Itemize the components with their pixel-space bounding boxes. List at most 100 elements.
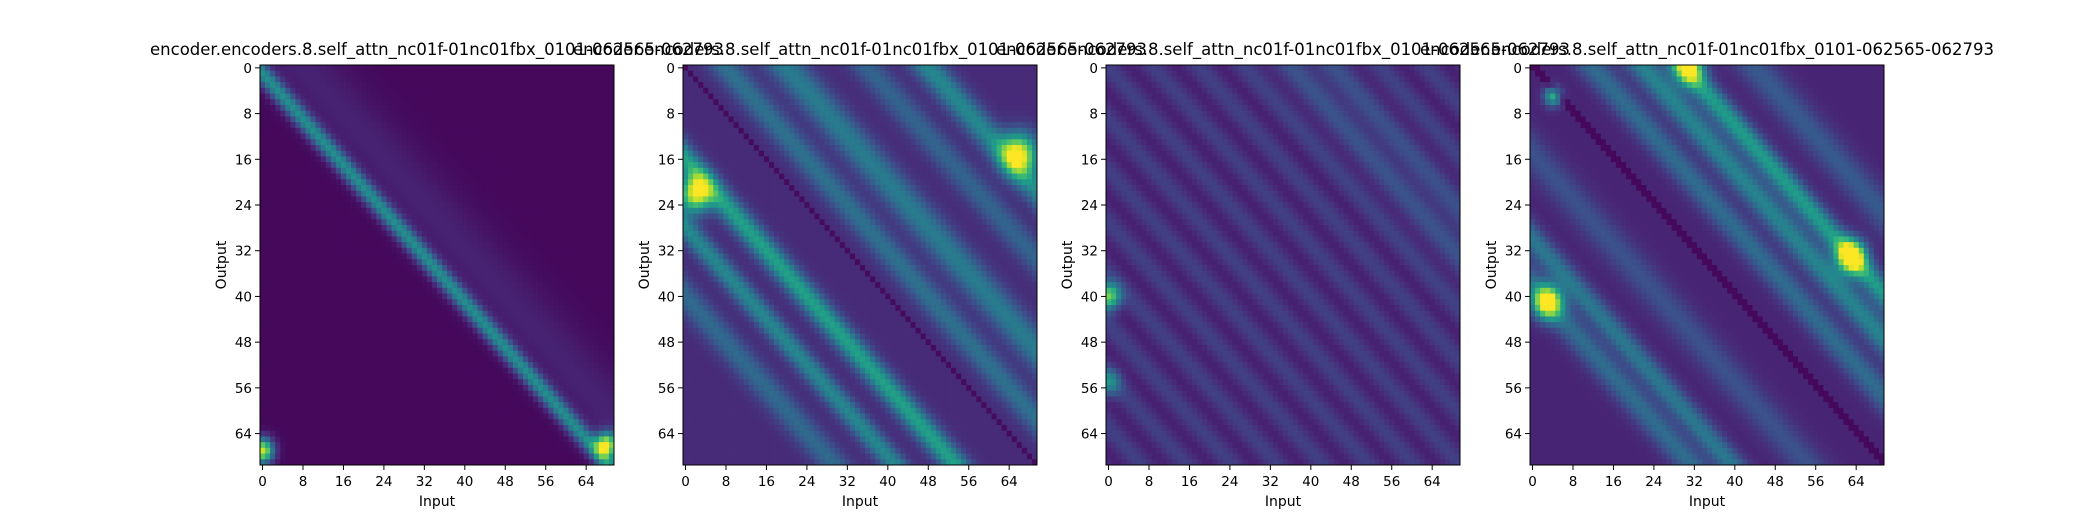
heatmap-cell <box>483 334 488 340</box>
heatmap-cell <box>331 414 336 420</box>
heatmap-cell <box>558 334 563 340</box>
heatmap-cell <box>412 436 417 442</box>
heatmap-cell <box>412 65 417 71</box>
heatmap-cell <box>442 385 447 391</box>
heatmap-cell <box>477 82 482 88</box>
heatmap-cell <box>584 431 589 437</box>
heatmap-cell <box>483 185 488 191</box>
heatmap-cell <box>407 111 412 117</box>
heatmap-cell <box>326 282 331 288</box>
heatmap-cell <box>558 259 563 265</box>
heatmap-cell <box>351 231 356 237</box>
heatmap-cell <box>331 128 336 134</box>
heatmap-cell <box>376 94 381 100</box>
heatmap-cell <box>457 225 462 231</box>
heatmap-cell <box>599 282 604 288</box>
heatmap-cell <box>462 282 467 288</box>
heatmap-cell <box>488 105 493 111</box>
heatmap-cell <box>548 236 553 242</box>
heatmap-cell <box>558 139 563 145</box>
heatmap-cell <box>488 334 493 340</box>
heatmap-cell <box>498 254 503 260</box>
heatmap-cell <box>366 385 371 391</box>
heatmap-cell <box>513 65 518 71</box>
heatmap-cell <box>563 311 568 317</box>
heatmap-cell <box>391 396 396 402</box>
heatmap-cell <box>594 225 599 231</box>
heatmap-cell <box>563 259 568 265</box>
heatmap-cell <box>452 414 457 420</box>
heatmap-cell <box>462 436 467 442</box>
heatmap-cell <box>548 174 553 180</box>
heatmap-cell <box>300 316 305 322</box>
heatmap-cell <box>427 436 432 442</box>
heatmap-cell <box>457 265 462 271</box>
heatmap-cell <box>563 128 568 134</box>
heatmap-cell <box>589 242 594 248</box>
heatmap-cell <box>553 156 558 162</box>
heatmap-cell <box>295 202 300 208</box>
heatmap-cell <box>316 162 321 168</box>
heatmap-cell <box>376 454 381 460</box>
heatmap-cell <box>376 265 381 271</box>
heatmap-cell <box>270 168 275 174</box>
heatmap-cell <box>442 442 447 448</box>
heatmap-cell <box>472 179 477 185</box>
heatmap-cell <box>452 208 457 214</box>
heatmap-cell <box>260 151 265 157</box>
heatmap-cell <box>412 282 417 288</box>
heatmap-cell <box>280 208 285 214</box>
heatmap-cell <box>503 322 508 328</box>
heatmap-cell <box>397 162 402 168</box>
heatmap-cell <box>397 299 402 305</box>
heatmap-cell <box>558 368 563 374</box>
heatmap-cell <box>563 316 568 322</box>
heatmap-cell <box>356 431 361 437</box>
heatmap-cell <box>574 168 579 174</box>
heatmap-cell <box>462 65 467 71</box>
heatmap-cell <box>589 431 594 437</box>
heatmap-cell <box>498 259 503 265</box>
heatmap-cell <box>513 134 518 140</box>
heatmap-cell <box>472 122 477 128</box>
heatmap-cell <box>498 231 503 237</box>
heatmap-cell <box>553 356 558 362</box>
heatmap-cell <box>579 71 584 77</box>
heatmap-cell <box>599 294 604 300</box>
heatmap-cell <box>321 448 326 454</box>
heatmap-cell <box>326 425 331 431</box>
heatmap-cell <box>316 65 321 71</box>
heatmap-cell <box>553 334 558 340</box>
heatmap-cell <box>351 305 356 311</box>
heatmap-cell <box>356 185 361 191</box>
heatmap-cell <box>594 316 599 322</box>
heatmap-cell <box>417 271 422 277</box>
heatmap-cell <box>361 339 366 345</box>
heatmap-cell <box>275 299 280 305</box>
heatmap-cell <box>594 122 599 128</box>
heatmap-cell <box>270 288 275 294</box>
heatmap-cell <box>295 351 300 357</box>
heatmap-cell <box>306 82 311 88</box>
heatmap-cell <box>457 408 462 414</box>
heatmap-cell <box>265 116 270 122</box>
heatmap-cell <box>407 351 412 357</box>
heatmap-cell <box>584 76 589 82</box>
heatmap-cell <box>275 294 280 300</box>
heatmap-cell <box>295 442 300 448</box>
heatmap-cell <box>589 168 594 174</box>
heatmap-cell <box>311 236 316 242</box>
heatmap-cell <box>260 362 265 368</box>
heatmap-cell <box>381 368 386 374</box>
heatmap-cell <box>584 231 589 237</box>
heatmap-cell <box>311 208 316 214</box>
heatmap-cell <box>260 128 265 134</box>
heatmap-cell <box>402 294 407 300</box>
heatmap-cell <box>574 225 579 231</box>
heatmap-cell <box>311 71 316 77</box>
heatmap-cell <box>442 356 447 362</box>
heatmap-cell <box>295 425 300 431</box>
heatmap-cell <box>316 436 321 442</box>
heatmap-cell <box>452 236 457 242</box>
heatmap-cell <box>574 425 579 431</box>
